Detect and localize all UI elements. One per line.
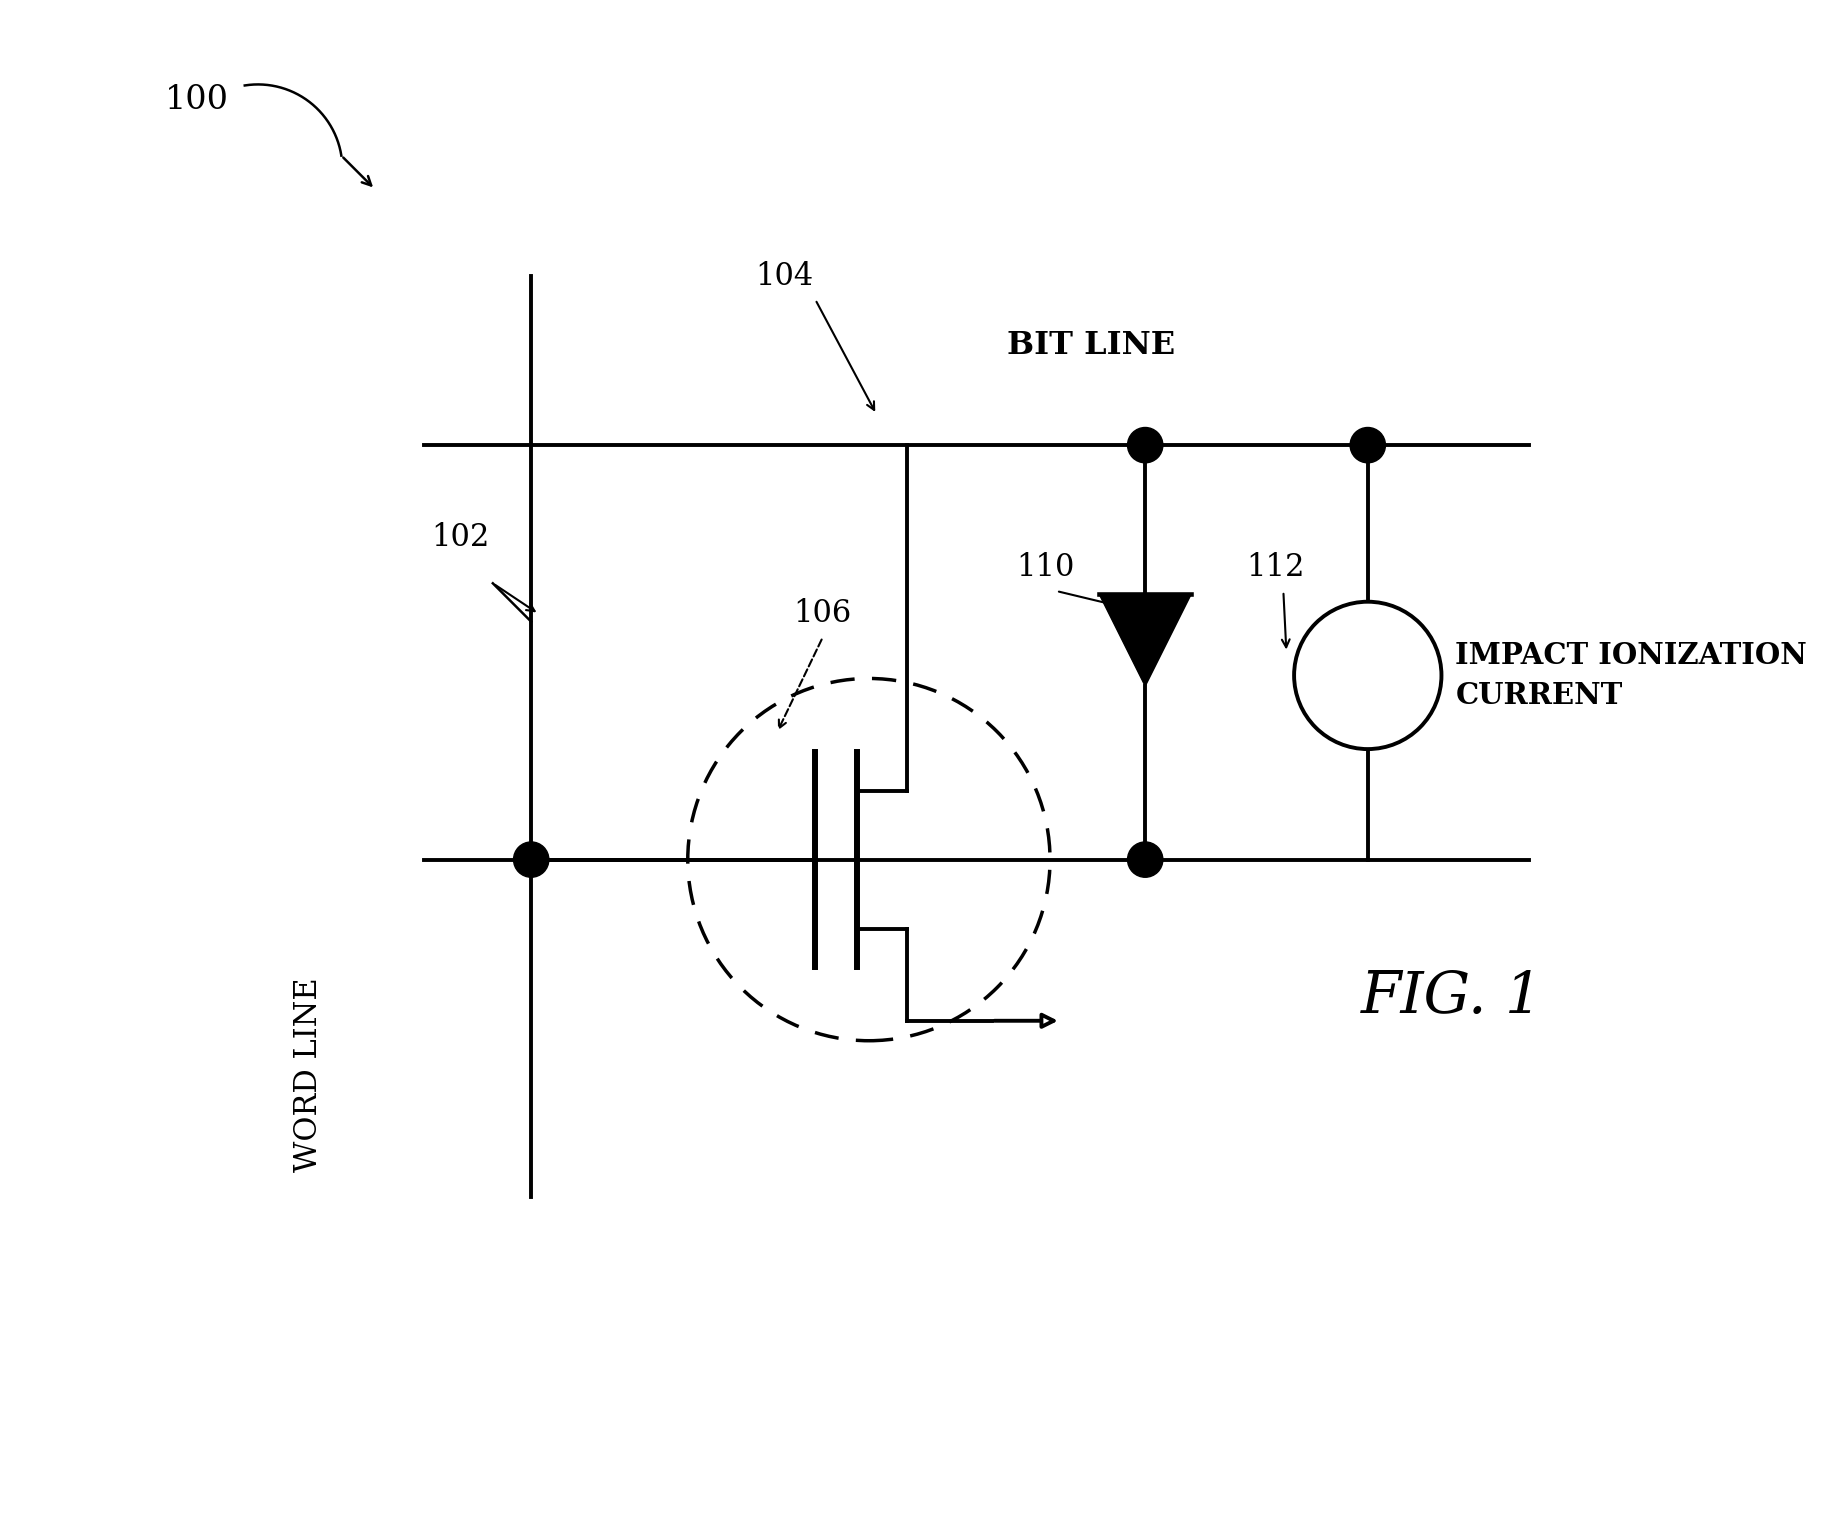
Polygon shape (1100, 594, 1192, 686)
Circle shape (1351, 428, 1386, 464)
Text: 110: 110 (1017, 553, 1074, 583)
Text: 100: 100 (164, 84, 229, 115)
Text: 106: 106 (793, 599, 852, 629)
Text: BIT LINE: BIT LINE (1007, 330, 1175, 361)
Text: 112: 112 (1247, 553, 1304, 583)
Text: 104: 104 (755, 261, 814, 292)
Circle shape (1293, 602, 1441, 749)
Circle shape (513, 841, 548, 876)
Text: WORD LINE: WORD LINE (293, 978, 325, 1171)
Circle shape (1127, 841, 1162, 876)
Text: 102: 102 (432, 522, 489, 553)
Text: IMPACT IONIZATION
CURRENT: IMPACT IONIZATION CURRENT (1456, 640, 1806, 711)
Text: FIG. 1: FIG. 1 (1362, 970, 1542, 1025)
Circle shape (1127, 428, 1162, 464)
